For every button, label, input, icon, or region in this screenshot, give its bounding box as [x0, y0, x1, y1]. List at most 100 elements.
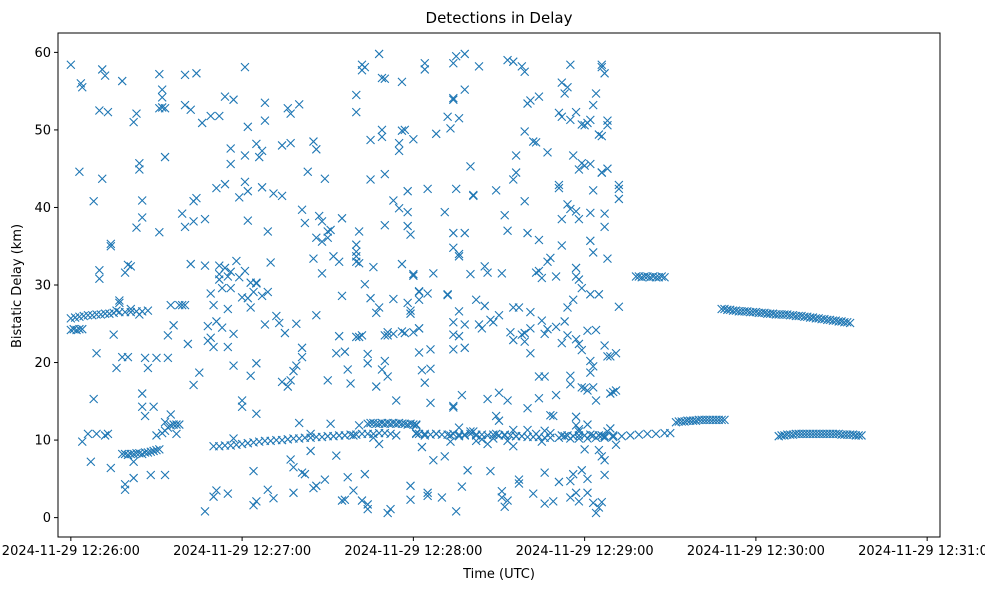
data-point: [380, 169, 390, 179]
data-point: [92, 348, 101, 358]
x-axis: 2024-11-29 12:26:00 2024-11-29 12:27:00 20…: [2, 537, 985, 559]
data-point: [577, 283, 587, 293]
data-point: [249, 287, 258, 297]
data-point: [226, 283, 236, 293]
data-point: [349, 486, 358, 495]
data-point: [491, 411, 501, 421]
data-point: [554, 108, 564, 118]
data-point: [277, 191, 287, 201]
data-point: [554, 183, 564, 193]
data-point: [594, 289, 604, 299]
data-point: [249, 500, 258, 510]
data-point: [526, 348, 535, 358]
data-point: [574, 496, 584, 506]
data-point: [603, 120, 612, 130]
data-point: [123, 352, 133, 362]
data-point: [97, 174, 107, 184]
series-track-10km-late: [774, 429, 866, 441]
data-point: [454, 251, 464, 261]
data-point: [571, 206, 581, 216]
data-point: [103, 429, 113, 439]
data-point: [137, 196, 147, 205]
data-point: [600, 209, 610, 219]
data-point: [503, 496, 512, 505]
data-point: [451, 184, 461, 194]
data-point: [157, 103, 167, 112]
data-point: [577, 382, 587, 392]
data-point: [571, 263, 581, 273]
data-point: [588, 382, 598, 392]
data-point: [611, 386, 621, 395]
data-point: [280, 328, 290, 338]
data-point: [574, 214, 584, 224]
data-point: [206, 289, 216, 298]
series-track-24km: [66, 306, 153, 335]
series-track-11km-upper: [671, 415, 729, 427]
data-point: [243, 186, 253, 196]
data-point: [229, 361, 238, 371]
data-point: [126, 262, 136, 271]
series-scattered: [66, 49, 624, 518]
data-point: [366, 175, 375, 184]
data-point: [229, 434, 238, 443]
data-point: [571, 488, 581, 498]
data-point: [157, 92, 167, 102]
data-point: [337, 291, 347, 301]
data-point: [565, 493, 575, 502]
data-point: [446, 123, 455, 133]
data-point: [600, 222, 610, 232]
data-point: [163, 331, 173, 340]
data-point: [149, 402, 159, 412]
data-point: [297, 343, 307, 353]
data-point: [514, 475, 524, 485]
data-point: [585, 159, 595, 169]
data-point: [206, 333, 216, 343]
data-point: [374, 303, 384, 312]
data-point: [557, 214, 567, 224]
data-point: [523, 425, 532, 435]
data-point: [260, 116, 270, 126]
data-point: [477, 324, 487, 333]
data-point: [571, 420, 581, 430]
data-point: [114, 298, 124, 308]
data-point: [551, 272, 561, 281]
data-point: [517, 61, 527, 71]
data-point: [583, 386, 592, 395]
data-point: [414, 324, 424, 333]
data-point: [403, 207, 413, 217]
x-tick-label: 2024-11-29 12:27:00: [173, 544, 311, 559]
data-point: [123, 260, 133, 270]
data-point: [588, 498, 598, 508]
data-point: [297, 205, 307, 215]
y-axis-title: Bistatic Delay (km): [10, 224, 25, 348]
data-point: [448, 93, 458, 103]
data-point: [411, 428, 421, 438]
y-tick-label: 30: [34, 279, 51, 294]
data-point: [369, 262, 378, 272]
data-point: [597, 431, 607, 440]
data-point: [351, 90, 361, 100]
data-point: [400, 125, 410, 135]
data-point: [260, 98, 270, 108]
data-point: [554, 477, 564, 487]
data-point: [260, 320, 270, 329]
data-point: [554, 180, 564, 190]
data-point: [443, 112, 453, 122]
data-point: [423, 491, 433, 501]
data-point: [75, 324, 84, 334]
data-point: [443, 289, 453, 299]
data-point: [543, 324, 552, 334]
data-point: [460, 431, 470, 440]
data-point: [528, 489, 538, 498]
x-tick-label: 2024-11-29 12:29:00: [516, 544, 654, 559]
data-point: [597, 168, 607, 177]
data-point: [223, 489, 233, 498]
data-point: [203, 321, 213, 331]
data-point: [577, 465, 587, 475]
data-point: [563, 303, 572, 312]
data-point: [154, 69, 164, 79]
data-point: [657, 272, 667, 281]
data-point: [200, 507, 210, 516]
data-point: [551, 390, 561, 400]
series-track-31km: [631, 272, 669, 282]
